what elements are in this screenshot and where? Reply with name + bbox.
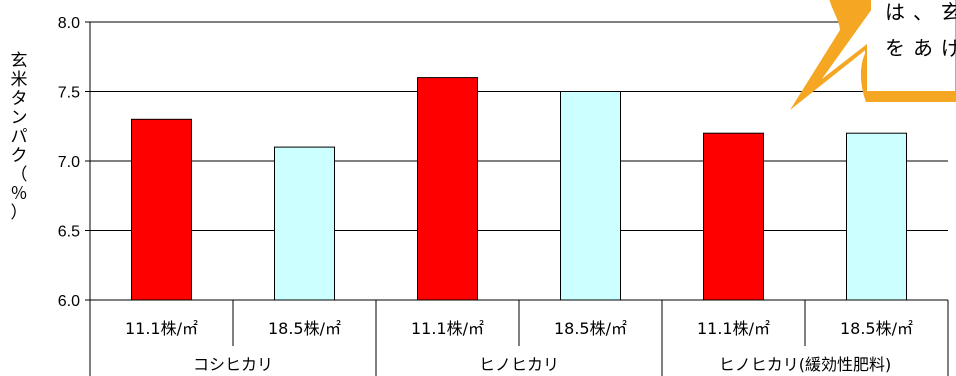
y-tick-label: 7.0 <box>58 154 80 171</box>
bar <box>274 146 335 301</box>
category-label: 11.1株/㎡ <box>411 319 484 338</box>
category-label: 11.1株/㎡ <box>697 319 770 338</box>
y-tick-label: 7.5 <box>58 85 80 102</box>
bar <box>703 132 764 301</box>
category-label: 18.5株/㎡ <box>840 319 913 338</box>
group-label: ヒノヒカリ(緩効性肥料) <box>719 355 892 374</box>
y-axis-label-char: ク <box>10 146 28 166</box>
group-label: コシヒカリ <box>193 355 273 374</box>
y-axis-label-char: （ <box>10 165 28 185</box>
category-label: 18.5株/㎡ <box>554 319 627 338</box>
category-label: 18.5株/㎡ <box>268 319 341 338</box>
callout-box <box>790 0 956 110</box>
callout-text-line-1: は、玄 <box>885 0 956 24</box>
category-label: 11.1株/㎡ <box>125 319 198 338</box>
y-axis-label-char: 米 <box>10 70 28 90</box>
bar <box>131 118 192 301</box>
y-axis-label-char: パ <box>10 127 28 147</box>
y-axis-label-char: ％ <box>10 184 28 204</box>
y-axis-label-char: ン <box>10 108 28 128</box>
y-tick-label: 8.0 <box>58 15 80 32</box>
y-axis-label-char: 玄 <box>10 51 28 71</box>
y-axis-label-char: ） <box>10 203 28 223</box>
bar <box>846 132 907 301</box>
bar <box>560 91 621 301</box>
y-tick-label: 6.0 <box>58 293 80 310</box>
callout-text-line-2: をあげ <box>885 36 956 60</box>
y-axis-label: 玄 米 タ ン パ ク （ ％ ） <box>6 52 32 223</box>
group-label: ヒノヒカリ <box>479 355 559 374</box>
bar <box>417 77 478 301</box>
y-tick-label: 6.5 <box>58 224 80 241</box>
callout-bubble <box>816 0 956 93</box>
y-axis-label-char: タ <box>10 89 28 109</box>
